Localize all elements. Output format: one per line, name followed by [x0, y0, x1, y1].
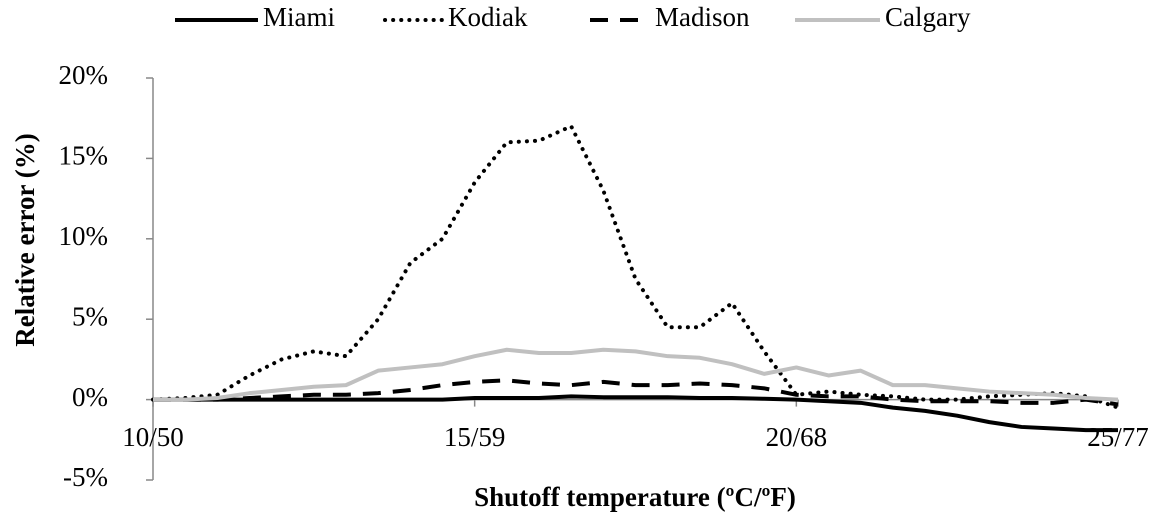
legend-label: Madison: [655, 2, 750, 32]
y-tick-label: -5%: [63, 462, 108, 492]
y-tick-label: 0%: [72, 382, 108, 412]
series-line: [153, 394, 1118, 433]
legend-label: Kodiak: [448, 2, 528, 32]
series-line: [153, 347, 1119, 402]
series-line: [153, 378, 1119, 407]
y-axis-title: Relative error (%): [10, 133, 40, 346]
legend-label: Calgary: [885, 2, 971, 32]
x-tick-label: 15/59: [444, 422, 506, 452]
x-axis-title: Shutoff temperature (ºC/ºF): [474, 482, 796, 512]
y-tick-label: 15%: [59, 141, 109, 171]
y-tick-label: 5%: [72, 301, 108, 331]
y-tick-label: 20%: [59, 60, 109, 90]
x-tick-label: 10/50: [122, 422, 184, 452]
legend-label: Miami: [263, 2, 335, 32]
series-line: [151, 124, 1120, 410]
y-tick-label: 10%: [59, 221, 109, 251]
x-tick-label: 25/77: [1087, 422, 1149, 452]
x-tick-label: 20/68: [766, 422, 828, 452]
